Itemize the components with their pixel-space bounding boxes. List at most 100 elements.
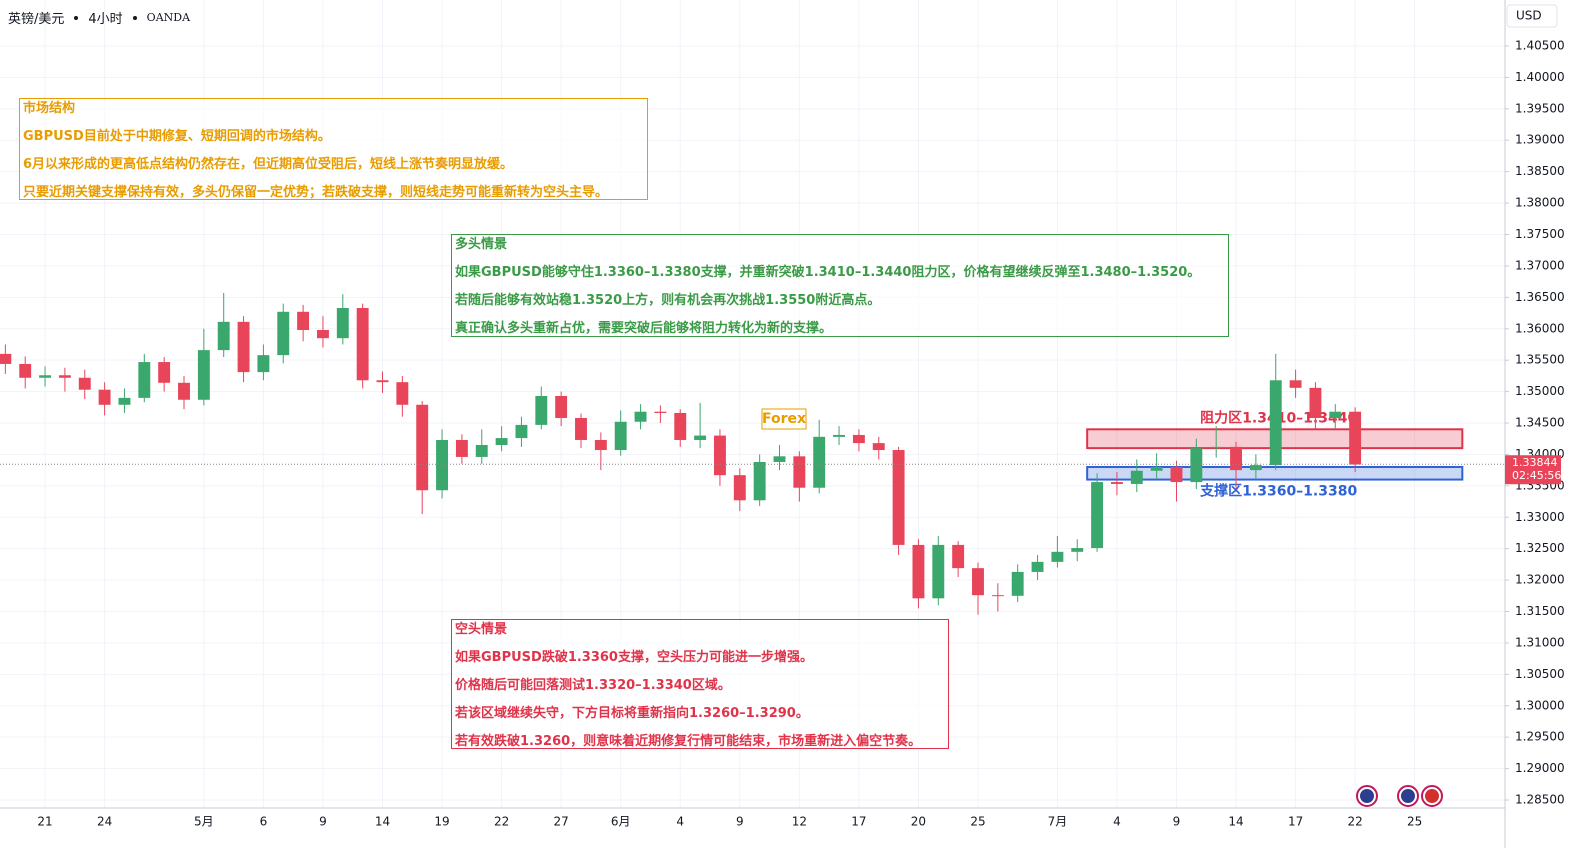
candle-body [178, 382, 190, 400]
candle-body [197, 350, 210, 400]
candles [0, 292, 1505, 615]
candle-body [118, 397, 131, 405]
candle-body [436, 439, 449, 491]
candle-body [19, 363, 32, 378]
candle-body [1071, 548, 1084, 552]
x-tick-label: 12 [792, 815, 807, 829]
candle-body [515, 424, 528, 439]
y-tick-label: 1.28500 [1515, 793, 1565, 807]
candle-body [694, 435, 707, 440]
candle-body [713, 435, 726, 476]
candle-body [1190, 448, 1203, 483]
symbol-header: 英镑/美元 4小时 OANDA [8, 8, 190, 27]
candle-body [39, 375, 52, 378]
note-line: 6月以来形成的更高低点结构仍然存在，但近期高位受阻后，短线上涨节奏明显放缓。 [23, 157, 514, 172]
note-box: 市场结构 GBPUSD目前处于中期修复、短期回调的市场结构。 6月以来形成的更高低点… [19, 98, 648, 200]
time-axis-panel [0, 808, 1505, 848]
candle-body [852, 434, 865, 444]
y-tick-label: 1.34500 [1515, 416, 1565, 430]
note-line: 价格随后可能回落测试1.3320–1.3340区域。 [455, 678, 731, 693]
x-tick-label: 14 [1228, 815, 1243, 829]
note-title: 市场结构 [23, 101, 76, 116]
candle-body [396, 382, 409, 405]
candle-body [1130, 470, 1143, 484]
candle-body [972, 568, 984, 596]
y-tick-label: 1.32000 [1515, 573, 1565, 587]
x-tick-label: 9 [319, 815, 327, 829]
source: OANDA [146, 11, 191, 24]
candle-body [575, 417, 587, 440]
note-line: 若有效跌破1.3260，则意味着近期修复行情可能结束，市场重新进入偏空节奏。 [455, 734, 922, 749]
y-tick-label: 1.29000 [1515, 761, 1565, 775]
symbol[interactable]: 英镑/美元 [8, 12, 65, 27]
x-tick-label: 6 [260, 815, 268, 829]
x-tick-label: 7月 [1048, 815, 1068, 829]
candle-body [773, 456, 786, 462]
event-flag-inner [1401, 789, 1415, 803]
candle-body [1091, 482, 1104, 549]
candle-body [1210, 446, 1223, 449]
candle-body [376, 380, 389, 383]
candle-body [1329, 411, 1342, 418]
interval[interactable]: 4小时 [88, 12, 123, 27]
candle-body [1289, 380, 1302, 388]
candle-body [555, 395, 568, 418]
candle-body [475, 445, 488, 457]
note-title: 空头情景 [455, 622, 508, 637]
note-line: 若该区域继续失守，下方目标将重新指向1.3260–1.3290。 [455, 706, 809, 721]
x-tick-label: 22 [1347, 815, 1362, 829]
x-tick-label: 5月 [194, 815, 214, 829]
candle-body [1110, 482, 1123, 484]
price-axis-panel [1505, 0, 1591, 848]
candle-body [356, 308, 369, 381]
x-tick-label: 17 [1288, 815, 1303, 829]
candle-body [1031, 561, 1044, 572]
last-price-label: 1.33844 [1512, 456, 1558, 469]
note-title: 多头情景 [455, 237, 508, 252]
x-tick-label: 4 [1113, 815, 1121, 829]
candle-body [336, 308, 349, 339]
x-tick-label: 20 [911, 815, 926, 829]
candle-body [158, 362, 171, 383]
y-tick-label: 1.39000 [1515, 133, 1565, 147]
tag-label: Forex [762, 411, 806, 427]
candle-body [634, 411, 647, 422]
x-tick-label: 9 [1173, 815, 1181, 829]
candle-body [733, 475, 746, 501]
zone-label: 支撑区1.3360–1.3380 [1199, 483, 1357, 500]
note-line: 真正确认多头重新占优，需要突破后能够将阻力转化为新的支撑。 [455, 321, 833, 336]
note-box: 多头情景如果GBPUSD能够守住1.3360–1.3380支撑，并重新突破1.3… [451, 234, 1229, 337]
x-tick-label: 22 [494, 815, 509, 829]
currency-box[interactable] [1506, 4, 1558, 28]
candle-body [872, 443, 885, 451]
y-tick-label: 1.35500 [1515, 353, 1565, 367]
y-tick-label: 1.37500 [1515, 227, 1565, 241]
candle-body [277, 311, 290, 356]
y-tick-label: 1.40000 [1515, 70, 1565, 84]
y-tick-label: 1.36500 [1515, 290, 1565, 304]
candle-body [237, 321, 250, 373]
candle-body [316, 330, 329, 339]
candle-body [753, 461, 766, 501]
x-tick-label: 14 [375, 815, 390, 829]
y-tick-label: 1.37000 [1515, 258, 1565, 272]
candle-body [58, 375, 71, 378]
note-line: 如果GBPUSD能够守住1.3360–1.3380支撑，并重新突破1.3410–… [455, 265, 1201, 280]
candle-body [495, 438, 508, 446]
event-flags [1356, 785, 1443, 807]
y-tick-label: 1.31500 [1515, 604, 1565, 618]
candle-body [455, 439, 468, 457]
candle-body [912, 544, 925, 599]
x-tick-label: 19 [434, 815, 449, 829]
y-tick-label: 1.36000 [1515, 321, 1565, 335]
candle-body [594, 439, 607, 451]
candle-body [416, 404, 429, 491]
candle-body [892, 450, 905, 545]
candle-body [1230, 446, 1242, 471]
price-zone [1086, 465, 1464, 481]
candle-body [98, 389, 111, 405]
candle-body [1249, 465, 1262, 471]
candle-body [991, 595, 1004, 597]
